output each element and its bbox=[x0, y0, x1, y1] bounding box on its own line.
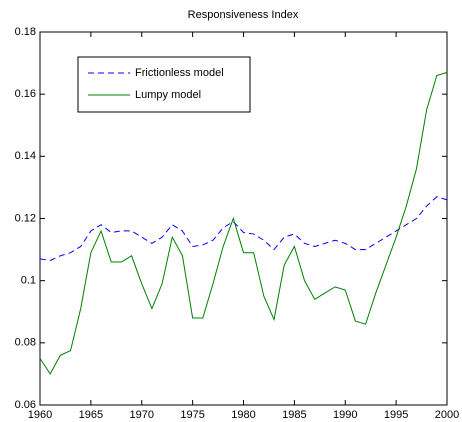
y-tick-label: 0.14 bbox=[15, 150, 36, 162]
y-tick-label: 0.12 bbox=[15, 212, 36, 224]
x-tick-label: 1985 bbox=[282, 409, 306, 421]
legend-label: Frictionless model bbox=[135, 67, 224, 79]
x-tick-label: 1990 bbox=[333, 409, 357, 421]
y-tick-label: 0.08 bbox=[15, 337, 36, 349]
line-series bbox=[39, 71, 448, 375]
line-series bbox=[39, 196, 448, 261]
y-tick-label: 0.1 bbox=[21, 275, 36, 287]
x-tick-label: 1995 bbox=[384, 409, 408, 421]
legend-label: Lumpy model bbox=[135, 89, 201, 101]
x-tick-label: 1960 bbox=[28, 409, 52, 421]
x-tick-label: 1980 bbox=[231, 409, 255, 421]
x-tick-label: 1975 bbox=[180, 409, 204, 421]
y-tick-label: 0.18 bbox=[15, 26, 36, 38]
x-tick-label: 1965 bbox=[79, 409, 103, 421]
y-tick-label: 0.16 bbox=[15, 88, 36, 100]
chart-title: Responsiveness Index bbox=[188, 9, 299, 21]
legend-box bbox=[77, 56, 251, 113]
x-tick-label: 1970 bbox=[130, 409, 154, 421]
x-tick-label: 2000 bbox=[435, 409, 459, 421]
y-tick-label: 0.06 bbox=[15, 399, 36, 411]
